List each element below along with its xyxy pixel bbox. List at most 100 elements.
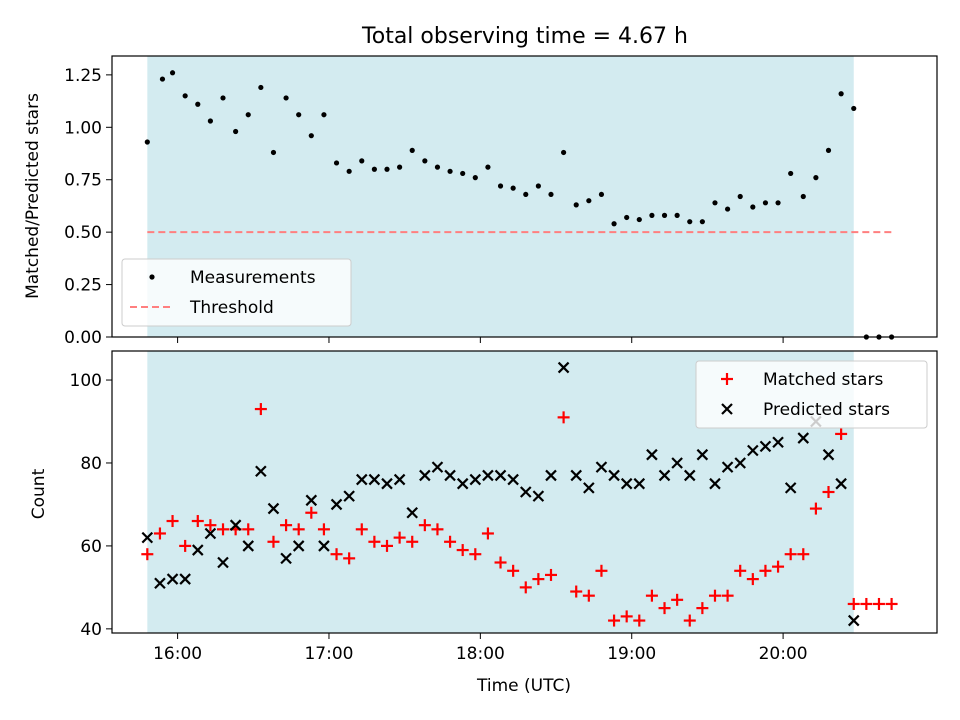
point-matched-stars bbox=[406, 535, 419, 548]
point-measurements bbox=[788, 170, 794, 177]
point-predicted-stars bbox=[646, 448, 658, 461]
point-matched-stars bbox=[305, 506, 318, 519]
legend-label-predicted-stars: Predicted stars bbox=[763, 400, 890, 420]
point-matched-stars bbox=[532, 573, 545, 586]
point-predicted-stars bbox=[242, 540, 255, 552]
point-predicted-stars bbox=[154, 577, 166, 590]
point-matched-stars bbox=[847, 597, 860, 610]
point-matched-stars bbox=[141, 548, 154, 561]
bottom-y-tick-label: 80 bbox=[80, 454, 102, 474]
point-predicted-stars bbox=[217, 556, 229, 569]
point-matched-stars bbox=[242, 523, 255, 536]
bottom-legend-box bbox=[695, 360, 928, 429]
point-matched-stars bbox=[456, 544, 469, 557]
point-matched-stars bbox=[544, 568, 557, 581]
point-matched-stars bbox=[797, 548, 810, 561]
point-measurements bbox=[182, 93, 188, 99]
point-matched-stars bbox=[658, 602, 671, 615]
point-measurements bbox=[460, 170, 466, 177]
point-predicted-stars bbox=[608, 469, 620, 482]
point-matched-stars bbox=[393, 531, 406, 544]
point-matched-stars bbox=[696, 602, 709, 615]
point-matched-stars bbox=[418, 519, 431, 532]
point-measurements bbox=[346, 168, 352, 174]
point-measurements bbox=[270, 149, 277, 156]
point-matched-stars bbox=[153, 527, 166, 540]
point-measurements bbox=[422, 158, 428, 164]
x-tick-label: 16:00 bbox=[153, 644, 202, 664]
point-matched-stars bbox=[444, 535, 457, 548]
point-predicted-stars bbox=[255, 465, 267, 478]
point-matched-stars bbox=[633, 614, 646, 627]
point-matched-stars bbox=[280, 519, 293, 532]
point-measurements bbox=[169, 70, 176, 76]
point-measurements bbox=[308, 133, 314, 139]
point-predicted-stars bbox=[141, 531, 154, 544]
point-matched-stars bbox=[254, 403, 267, 416]
point-predicted-stars bbox=[280, 552, 292, 565]
point-matched-stars bbox=[822, 486, 835, 498]
point-predicted-stars bbox=[305, 494, 318, 507]
legend-marker-measurements bbox=[149, 274, 155, 280]
point-predicted-stars bbox=[747, 444, 759, 457]
point-predicted-stars bbox=[709, 477, 721, 490]
point-measurements bbox=[548, 191, 554, 198]
point-matched-stars bbox=[343, 552, 356, 565]
point-measurements bbox=[497, 183, 504, 189]
point-matched-stars bbox=[608, 614, 621, 627]
legend-label-measurements: Measurements bbox=[190, 268, 316, 288]
point-measurements bbox=[397, 164, 403, 170]
point-measurements bbox=[510, 185, 516, 191]
point-measurements bbox=[750, 204, 756, 210]
x-tick-label: 18:00 bbox=[456, 644, 505, 664]
bottom-panel: 40 60 80 100 16:00 17:00 18:00 19:00 20:00 Count… bbox=[29, 350, 938, 696]
point-measurements bbox=[220, 95, 226, 101]
point-predicted-stars bbox=[759, 440, 772, 453]
point-measurements bbox=[434, 164, 441, 170]
point-predicted-stars bbox=[784, 482, 797, 494]
point-predicted-stars bbox=[469, 473, 482, 486]
x-tick-label: 20:00 bbox=[759, 644, 808, 664]
point-measurements bbox=[851, 105, 857, 112]
point-measurements bbox=[485, 164, 491, 170]
point-matched-stars bbox=[746, 573, 759, 586]
top-y-tick-label: 0.00 bbox=[64, 328, 102, 348]
point-measurements bbox=[207, 118, 213, 124]
point-measurements bbox=[384, 166, 390, 172]
top-y-tick-label: 0.75 bbox=[64, 171, 102, 191]
chart-title: Total observing time = 4.67 h bbox=[361, 24, 688, 49]
top-panel: 0.00 0.25 0.50 0.75 1.00 1.25 Matched/Predict… bbox=[23, 55, 938, 348]
top-axes-frame bbox=[111, 55, 938, 338]
point-matched-stars bbox=[671, 593, 684, 606]
point-predicted-stars bbox=[822, 448, 835, 461]
point-predicted-stars bbox=[734, 457, 746, 469]
point-matched-stars bbox=[835, 427, 848, 440]
point-predicted-stars bbox=[683, 469, 696, 482]
point-predicted-stars bbox=[368, 473, 381, 486]
point-measurements bbox=[296, 112, 302, 118]
point-predicted-stars bbox=[519, 486, 532, 498]
point-measurements bbox=[447, 168, 453, 174]
point-predicted-stars bbox=[482, 469, 494, 482]
point-matched-stars bbox=[217, 523, 230, 536]
point-measurements bbox=[144, 139, 150, 145]
point-matched-stars bbox=[885, 597, 898, 610]
point-predicted-stars bbox=[343, 490, 355, 502]
point-predicted-stars bbox=[192, 544, 204, 556]
point-predicted-stars bbox=[620, 477, 633, 490]
legend-marker-matched-stars bbox=[721, 373, 733, 385]
x-axis-label: Time (UTC) bbox=[476, 676, 571, 696]
bottom-axes-frame bbox=[111, 350, 938, 634]
point-predicted-stars bbox=[318, 540, 330, 552]
point-measurements bbox=[737, 193, 743, 200]
point-predicted-stars bbox=[835, 477, 847, 490]
point-measurements bbox=[800, 193, 806, 200]
legend-marker-predicted-stars bbox=[721, 403, 733, 415]
point-matched-stars bbox=[759, 564, 772, 577]
point-matched-stars bbox=[570, 585, 583, 598]
point-measurements bbox=[409, 147, 415, 153]
point-matched-stars bbox=[267, 535, 280, 548]
point-measurements bbox=[258, 84, 264, 91]
point-matched-stars bbox=[772, 560, 785, 573]
series-measurements bbox=[144, 70, 895, 340]
